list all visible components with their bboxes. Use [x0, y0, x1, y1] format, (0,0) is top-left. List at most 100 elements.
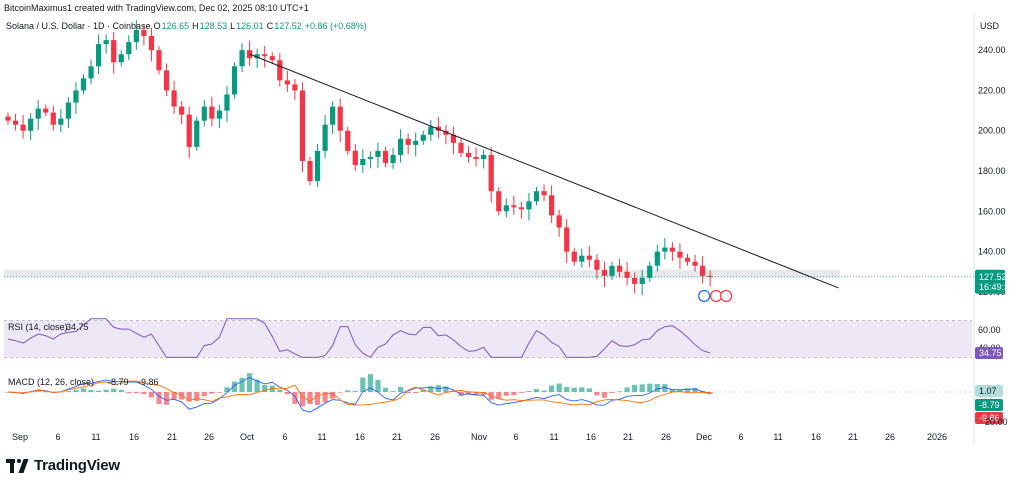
- candle: [118, 50, 124, 67]
- candle-body: [601, 269, 608, 276]
- x-tick-17: 26: [661, 432, 671, 442]
- candle-body: [262, 54, 268, 57]
- candle: [435, 117, 441, 139]
- candle-body: [126, 42, 132, 55]
- candle: [88, 59, 94, 85]
- candle: [269, 52, 275, 65]
- candle-body: [594, 259, 600, 270]
- price-tick-5: 140.00: [978, 247, 1006, 257]
- candle-body: [579, 255, 585, 262]
- candle-body: [307, 160, 313, 182]
- macd-histogram-bar: [541, 390, 547, 392]
- candle-body: [118, 54, 124, 63]
- currency-label: USD: [980, 21, 1000, 31]
- candle-body: [390, 154, 396, 163]
- candle-body: [209, 106, 215, 119]
- candle-body: [163, 70, 170, 91]
- candle-body: [43, 108, 49, 113]
- x-tick-10: 21: [392, 432, 402, 442]
- macd-histogram-bar: [179, 392, 185, 400]
- macd-badge-label: -8.79: [979, 400, 1000, 410]
- candle: [450, 126, 457, 155]
- candle-body: [549, 195, 555, 216]
- candle: [511, 195, 517, 215]
- macd-histogram-bar: [35, 391, 41, 393]
- candle-body: [111, 40, 117, 63]
- macd-histogram-bar: [601, 392, 608, 398]
- candle-body: [186, 114, 192, 147]
- macd-histogram-bar: [586, 388, 592, 392]
- x-tick-2: 11: [91, 432, 100, 442]
- candle: [624, 262, 630, 286]
- macd-signal-value: -9.86: [138, 377, 159, 387]
- x-tick-7: 6: [282, 432, 287, 442]
- macd-histogram-bar: [450, 390, 457, 392]
- x-tick-12: Nov: [471, 432, 488, 442]
- candle-body: [428, 126, 434, 135]
- candle: [284, 70, 290, 93]
- macd-histogram-bar: [186, 392, 192, 402]
- macd-histogram-bar: [231, 381, 238, 392]
- candle: [111, 31, 117, 74]
- candle: [186, 106, 192, 159]
- candle-body: [201, 106, 207, 121]
- macd-histogram-bar: [390, 391, 396, 392]
- macd-signal-badge: [975, 412, 1003, 424]
- x-tick-6: Oct: [240, 432, 255, 442]
- macd-histogram-bar: [269, 385, 275, 392]
- candle: [564, 219, 570, 263]
- candle: [96, 34, 102, 74]
- candle: [352, 144, 358, 171]
- rsi-line: [7, 318, 711, 359]
- candle: [398, 129, 404, 163]
- macd-histogram-bar: [503, 392, 509, 396]
- candle-body: [586, 255, 592, 260]
- tradingview-logo: TradingView: [6, 457, 120, 474]
- macd-histogram-bar: [556, 383, 562, 392]
- macd-histogram-bar: [126, 392, 132, 394]
- high-value: H 128.53: [192, 21, 228, 31]
- macd-histogram-bar: [481, 392, 487, 396]
- candle: [28, 113, 34, 141]
- x-tick-13: 6: [513, 432, 518, 442]
- macd-histogram-bar: [262, 384, 268, 392]
- candle: [12, 113, 19, 131]
- candle: [50, 105, 56, 131]
- candle-body: [194, 120, 200, 147]
- candle: [375, 142, 381, 169]
- candle-body: [337, 106, 343, 131]
- candle-body: [231, 66, 238, 95]
- candle-body: [367, 156, 373, 159]
- candle-body: [511, 205, 517, 208]
- macd-histogram-bar: [375, 379, 381, 392]
- close-value: C 127.52: [266, 21, 302, 31]
- candle-body: [269, 56, 275, 61]
- macd-histogram-bar: [277, 390, 283, 392]
- candle-body: [88, 66, 94, 79]
- macd-histogram-bar: [594, 392, 600, 396]
- candle-body: [398, 138, 404, 155]
- macd-hist-badge: [975, 385, 1003, 397]
- candle-body: [692, 261, 698, 266]
- macd-histogram-bar: [571, 387, 577, 392]
- candle-body: [647, 265, 653, 278]
- candle: [586, 246, 592, 268]
- macd-histogram-bar: [632, 384, 638, 392]
- candle: [473, 147, 479, 167]
- x-tick-15: 16: [586, 432, 596, 442]
- candle-body: [375, 150, 381, 157]
- macd-histogram-bar: [163, 392, 170, 405]
- macd-signal-line: [7, 380, 711, 406]
- candle: [345, 126, 351, 155]
- candle: [503, 198, 509, 218]
- candle: [692, 254, 698, 272]
- last-price-badge: [975, 269, 1005, 294]
- candle: [43, 104, 49, 117]
- x-tick-20: 11: [773, 432, 782, 442]
- candle: [156, 46, 162, 75]
- candle-body: [65, 102, 71, 119]
- macd-histogram-bar: [367, 374, 373, 392]
- candle: [337, 98, 343, 143]
- candle-body: [450, 134, 457, 143]
